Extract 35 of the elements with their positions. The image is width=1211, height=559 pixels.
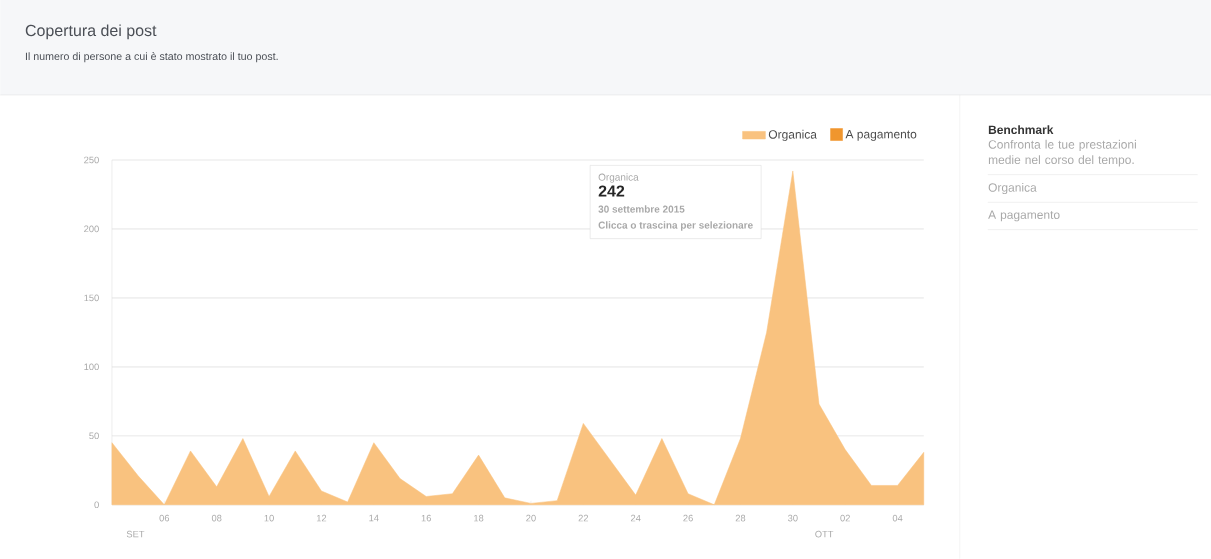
legend-label: A pagamento — [845, 130, 917, 141]
chart-subtitle: Il numero di persone a cui è stato mostrato il tuo post. — [25, 52, 278, 63]
x-tick-label: 08 — [211, 514, 222, 522]
y-tick-label: 200 — [84, 225, 99, 233]
y-tick-label: 100 — [84, 363, 99, 371]
x-tick-label: 06 — [159, 514, 170, 522]
text: A pagamento — [988, 210, 1060, 222]
x-tick-label: 16 — [421, 514, 431, 522]
text: SET — [126, 530, 145, 538]
text: Benchmark — [988, 125, 1054, 135]
y-tick-label: 0 — [94, 501, 99, 509]
x-tick-label: 10 — [264, 514, 274, 522]
x-tick-label: 12 — [316, 514, 327, 522]
text: Organica — [988, 182, 1037, 195]
y-tick-label: 50 — [89, 432, 99, 440]
annotation: 242 — [598, 185, 625, 197]
y-tick-label: 150 — [84, 294, 99, 302]
x-tick-label: 22 — [578, 514, 589, 522]
x-tick-label: 14 — [369, 514, 379, 522]
x-tick-label: 04 — [892, 514, 903, 522]
x-tick-label: 20 — [526, 514, 536, 522]
y-tick-label: 250 — [84, 156, 99, 164]
text: OTT — [815, 530, 834, 538]
text: Confronta le tue prestazioni medie nel corso del tempo. — [988, 139, 1136, 167]
x-tick-label: 24 — [630, 514, 641, 522]
x-tick-label: 02 — [840, 514, 850, 522]
x-tick-label: 18 — [474, 514, 484, 522]
x-tick-label: 28 — [735, 514, 746, 522]
legend-label: Organica — [768, 129, 817, 142]
x-tick-label: 26 — [683, 514, 693, 522]
annotation: Organica — [598, 173, 639, 183]
chart-title: Copertura dei post — [25, 24, 157, 40]
x-tick-label: 30 — [787, 514, 798, 522]
annotation: 30 settembre 2015 — [598, 205, 685, 213]
annotation: Clicca o trascina per selezionare — [598, 221, 753, 231]
